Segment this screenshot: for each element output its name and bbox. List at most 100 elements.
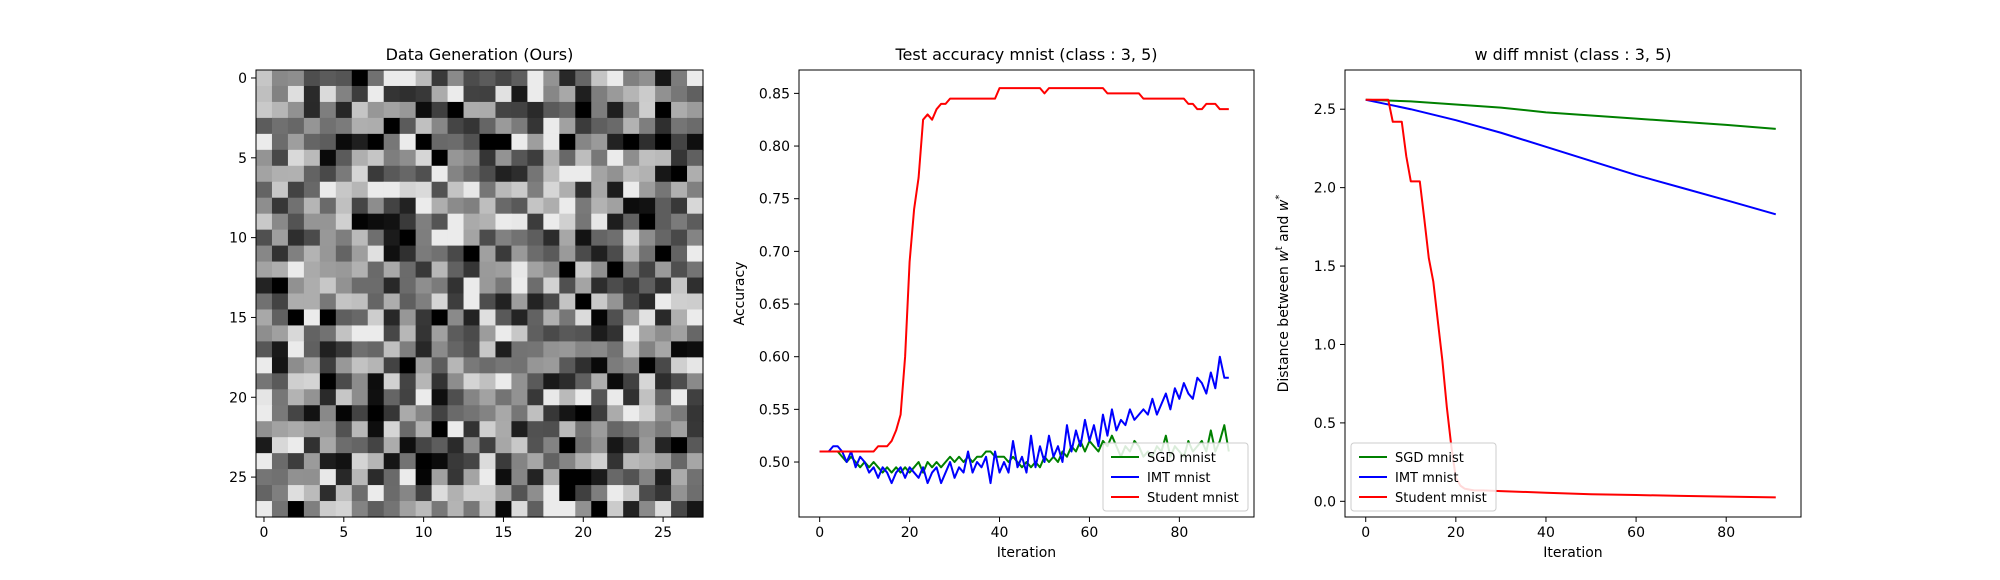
heatmap-cell bbox=[623, 341, 640, 358]
x-tick-label: 40 bbox=[991, 525, 1009, 541]
heatmap-cell bbox=[655, 149, 672, 167]
heatmap-cell bbox=[655, 421, 672, 438]
heatmap-cell bbox=[335, 373, 353, 390]
heatmap-cell bbox=[543, 229, 560, 247]
heatmap-cell bbox=[543, 101, 560, 119]
heatmap-cell bbox=[256, 501, 273, 518]
heatmap-cell bbox=[607, 133, 624, 151]
heatmap-cell bbox=[303, 197, 321, 215]
x-tick-label: 5 bbox=[339, 525, 348, 541]
heatmap-cell bbox=[463, 405, 481, 422]
heatmap-cell bbox=[687, 453, 704, 470]
legend-label: Student mnist bbox=[1395, 491, 1487, 506]
heatmap-cell bbox=[559, 389, 576, 406]
heatmap-cell bbox=[303, 357, 321, 374]
y-tick-label: 1.5 bbox=[1314, 259, 1336, 275]
heatmap-cell bbox=[415, 70, 433, 87]
heatmap-cell bbox=[319, 117, 337, 135]
heatmap-cell bbox=[256, 229, 273, 247]
heatmap-cell bbox=[287, 309, 305, 327]
heatmap-cell bbox=[463, 197, 481, 215]
heatmap-cell bbox=[575, 437, 592, 454]
heatmap-cell bbox=[335, 165, 353, 183]
heatmap-cell bbox=[287, 181, 305, 199]
heatmap-cell bbox=[271, 437, 289, 454]
heatmap-cell bbox=[383, 325, 401, 342]
heatmap-cell bbox=[687, 309, 704, 327]
heatmap-cell bbox=[687, 101, 704, 119]
chart-title: Data Generation (Ours) bbox=[386, 45, 574, 64]
heatmap-cell bbox=[271, 181, 289, 199]
heatmap-cell bbox=[655, 165, 672, 183]
heatmap-cell bbox=[479, 85, 497, 103]
heatmap-cell bbox=[607, 101, 624, 119]
heatmap-cell bbox=[256, 341, 273, 358]
heatmap-cell bbox=[527, 101, 544, 119]
heatmap-cell bbox=[335, 149, 353, 167]
x-axis-label: Iteration bbox=[997, 545, 1056, 561]
heatmap-cell bbox=[671, 293, 688, 311]
heatmap-cell bbox=[463, 485, 481, 502]
heatmap-cell bbox=[607, 181, 624, 199]
heatmap-cell bbox=[383, 277, 401, 295]
heatmap-cell bbox=[303, 213, 321, 231]
heatmap-cell bbox=[335, 341, 353, 358]
heatmap-cell bbox=[559, 133, 576, 151]
heatmap-cell bbox=[495, 485, 513, 502]
heatmap-cell bbox=[256, 325, 273, 342]
heatmap-cell bbox=[463, 357, 481, 374]
heatmap-cell bbox=[303, 133, 321, 151]
heatmap-cell bbox=[543, 133, 560, 151]
heatmap-cell bbox=[367, 197, 385, 215]
heatmap-cell bbox=[319, 149, 337, 167]
heatmap-cell bbox=[639, 117, 656, 135]
heatmap-cell bbox=[335, 117, 353, 135]
heatmap-cell bbox=[671, 277, 688, 295]
heatmap-cell bbox=[447, 277, 465, 295]
heatmap-cell bbox=[671, 245, 688, 263]
heatmap-cell bbox=[639, 261, 656, 279]
heatmap-cell bbox=[607, 373, 624, 390]
heatmap-cell bbox=[399, 85, 417, 103]
heatmap-cell bbox=[447, 229, 465, 247]
heatmap-cell bbox=[431, 197, 449, 215]
series-line-imt-mnist bbox=[819, 355, 1229, 485]
y-tick-label: 0.70 bbox=[759, 244, 790, 260]
heatmap-cell bbox=[511, 453, 528, 470]
heatmap-cell bbox=[671, 437, 688, 454]
heatmap-cell bbox=[367, 181, 385, 199]
heatmap-cell bbox=[431, 437, 449, 454]
heatmap-cell bbox=[607, 165, 624, 183]
heatmap-cell bbox=[511, 389, 528, 406]
heatmap-cell bbox=[575, 293, 592, 311]
heatmap-cell bbox=[671, 101, 688, 119]
y-tick-label: 20 bbox=[229, 390, 247, 406]
heatmap-cell bbox=[511, 277, 528, 295]
y-tick-label: 0.65 bbox=[759, 297, 790, 313]
heatmap-cell bbox=[319, 245, 337, 263]
heatmap-cell bbox=[271, 373, 289, 390]
heatmap-cell bbox=[431, 101, 449, 119]
heatmap-cell bbox=[383, 133, 401, 151]
heatmap-cell bbox=[256, 213, 273, 231]
heatmap-cell bbox=[256, 389, 273, 406]
heatmap-cell bbox=[575, 245, 592, 263]
heatmap-cell bbox=[655, 213, 672, 231]
heatmap-cell bbox=[543, 165, 560, 183]
heatmap-cell bbox=[607, 453, 624, 470]
heatmap-cell bbox=[495, 325, 513, 342]
heatmap-cell bbox=[415, 421, 433, 438]
heatmap-cell bbox=[399, 261, 417, 279]
heatmap-cell bbox=[351, 373, 369, 390]
heatmap-cell bbox=[351, 341, 369, 358]
heatmap-cell bbox=[559, 85, 576, 103]
heatmap-cell bbox=[415, 245, 433, 263]
heatmap-cell bbox=[351, 405, 369, 422]
heatmap-cell bbox=[351, 181, 369, 199]
heatmap-cell bbox=[559, 501, 576, 518]
heatmap-cell bbox=[655, 277, 672, 295]
heatmap-cell bbox=[527, 229, 544, 247]
heatmap-cell bbox=[399, 501, 417, 518]
heatmap-cell bbox=[463, 245, 481, 263]
wdiff-panel: w diff mnist (class : 3, 5) 0 20 40 60 80 0.0 0… bbox=[1274, 45, 1802, 561]
